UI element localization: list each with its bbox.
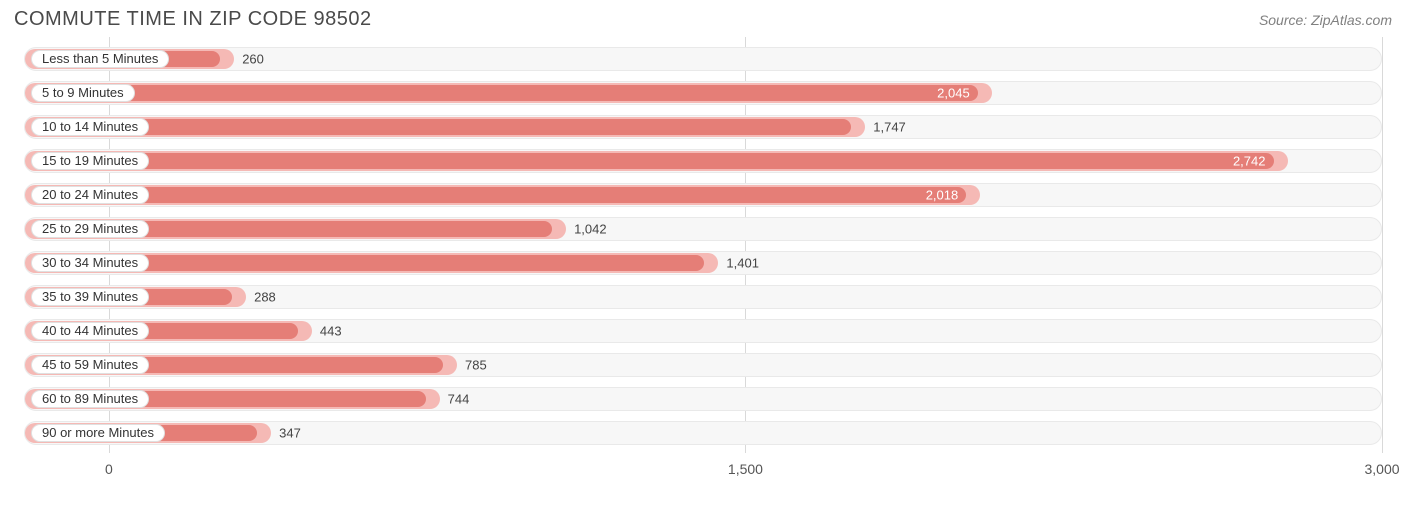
chart-header: COMMUTE TIME IN ZIP CODE 98502 Source: Z…	[10, 8, 1396, 37]
bar-fg	[41, 153, 1274, 169]
value-label: 260	[242, 52, 264, 67]
value-label: 2,018	[926, 188, 959, 203]
category-label: 25 to 29 Minutes	[31, 220, 149, 238]
category-label: 10 to 14 Minutes	[31, 118, 149, 136]
category-label: 35 to 39 Minutes	[31, 288, 149, 306]
category-label: 5 to 9 Minutes	[31, 84, 135, 102]
value-label: 1,401	[726, 256, 759, 271]
bar-fg	[41, 119, 851, 135]
value-label: 1,042	[574, 222, 607, 237]
category-label: 60 to 89 Minutes	[31, 390, 149, 408]
x-tick-label: 3,000	[1364, 461, 1399, 477]
bar-track: 25 to 29 Minutes 1,042	[24, 217, 1382, 241]
bar-track: 20 to 24 Minutes 2,018	[24, 183, 1382, 207]
value-label: 744	[448, 392, 470, 407]
value-label: 2,045	[937, 86, 970, 101]
bar-track: 5 to 9 Minutes 2,045	[24, 81, 1382, 105]
category-label: 45 to 59 Minutes	[31, 356, 149, 374]
bar-track: 35 to 39 Minutes 288	[24, 285, 1382, 309]
value-label: 1,747	[873, 120, 906, 135]
category-label: 30 to 34 Minutes	[31, 254, 149, 272]
bar-fg	[41, 85, 978, 101]
value-label: 288	[254, 290, 276, 305]
chart-source: Source: ZipAtlas.com	[1259, 12, 1392, 28]
category-label: 90 or more Minutes	[31, 424, 165, 442]
bar-track: 45 to 59 Minutes 785	[24, 353, 1382, 377]
category-label: Less than 5 Minutes	[31, 50, 169, 68]
value-label: 347	[279, 426, 301, 441]
category-label: 40 to 44 Minutes	[31, 322, 149, 340]
chart-title: COMMUTE TIME IN ZIP CODE 98502	[14, 8, 372, 31]
bar-track: 90 or more Minutes 347	[24, 421, 1382, 445]
bar-track: 40 to 44 Minutes 443	[24, 319, 1382, 343]
category-label: 20 to 24 Minutes	[31, 186, 149, 204]
x-tick-label: 1,500	[728, 461, 763, 477]
value-label: 785	[465, 358, 487, 373]
bar-track: 30 to 34 Minutes 1,401	[24, 251, 1382, 275]
x-tick-label: 0	[105, 461, 113, 477]
bar-track: 10 to 14 Minutes 1,747	[24, 115, 1382, 139]
bar-track: 60 to 89 Minutes 744	[24, 387, 1382, 411]
gridline	[1382, 37, 1383, 453]
value-label: 2,742	[1233, 154, 1266, 169]
bar-fg	[41, 187, 966, 203]
chart-plot: 01,5003,000Less than 5 Minutes2605 to 9 …	[24, 37, 1382, 481]
chart-area: 0 1,500 3,000 Less than 5 Minutes 260 5 to 9 …	[10, 37, 1396, 481]
chart-container: COMMUTE TIME IN ZIP CODE 98502 Source: Z…	[0, 0, 1406, 522]
value-label: 443	[320, 324, 342, 339]
category-label: 15 to 19 Minutes	[31, 152, 149, 170]
bar-track: Less than 5 Minutes 260	[24, 47, 1382, 71]
bar-track: 15 to 19 Minutes 2,742	[24, 149, 1382, 173]
